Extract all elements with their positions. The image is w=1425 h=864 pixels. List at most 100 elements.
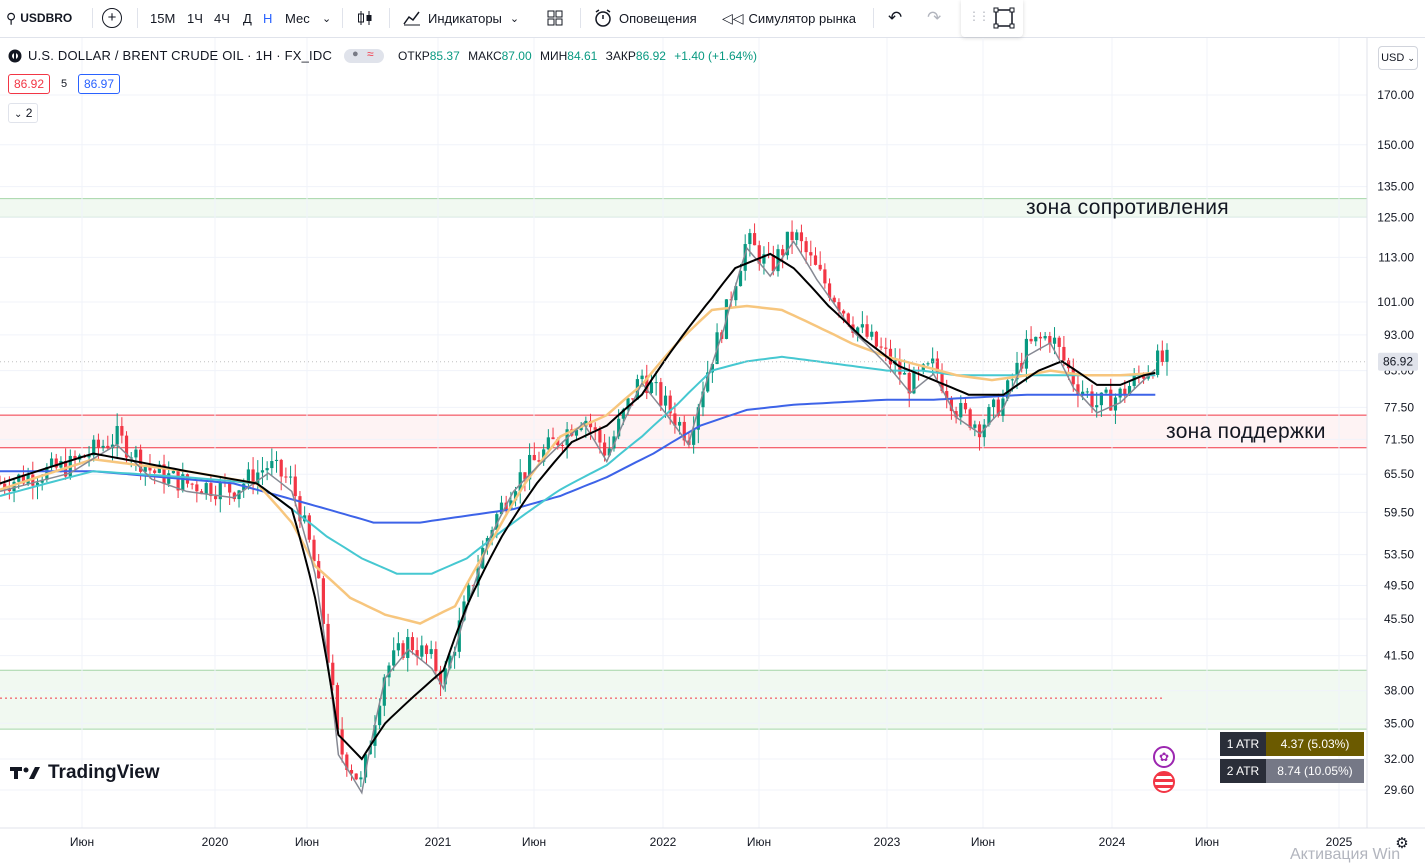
candle-body: [574, 430, 579, 436]
indicators-collapse-button[interactable]: ⌄ 2: [8, 103, 39, 123]
candle-body: [677, 421, 682, 426]
price-tick-label: 32.00: [1384, 752, 1414, 766]
candle-body: [293, 476, 297, 497]
candle-body: [420, 645, 424, 657]
symbol-search[interactable]: ⚲ USDBRO: [6, 0, 72, 36]
candle-body: [392, 650, 396, 666]
candle-body: [701, 391, 705, 408]
candle-body: [607, 448, 611, 456]
replay-button[interactable]: ◁◁ Симулятор рынка: [722, 0, 856, 36]
interval-month[interactable]: Мес: [285, 0, 310, 36]
interval-day[interactable]: Д: [243, 0, 252, 36]
price-tick-label: 170.00: [1377, 88, 1414, 102]
drag-handle-icon[interactable]: ⋮⋮: [968, 9, 990, 23]
lightning-icon[interactable]: ✿: [1153, 746, 1175, 768]
templates-button[interactable]: [546, 0, 564, 36]
candle-body: [139, 449, 143, 472]
tradingview-logo[interactable]: TradingView: [10, 762, 160, 784]
sell-price-button[interactable]: 86.92: [8, 74, 51, 94]
redo-button[interactable]: ↷: [927, 0, 941, 36]
bid-value: 86.92: [14, 77, 45, 91]
alerts-button[interactable]: Оповещения: [593, 0, 697, 36]
candle-body: [692, 429, 696, 445]
price-tick-label: 65.50: [1384, 467, 1414, 481]
candle-body: [321, 578, 325, 624]
wave-icon: ≈: [367, 46, 374, 61]
candle-body: [213, 496, 218, 500]
atr-label: 2 ATR: [1220, 759, 1266, 783]
candle-body: [415, 650, 419, 657]
chart-legend: U.S. DOLLAR / BRENT CRUDE OIL · 1Н · FX_…: [8, 46, 762, 63]
candle-body: [949, 398, 954, 412]
time-tick-label: Июн: [522, 835, 546, 849]
redo-icon: ↷: [927, 8, 942, 27]
candle-body: [874, 331, 879, 347]
candle-body: [1085, 391, 1089, 393]
interval-label: Д: [243, 10, 252, 26]
candle-body: [696, 407, 700, 430]
candle-body: [237, 490, 241, 500]
floating-toolbar: ⋮⋮: [961, 0, 1023, 37]
price-tick-label: 101.00: [1377, 295, 1414, 309]
candle-body: [396, 643, 400, 651]
candle-body: [748, 233, 752, 245]
candle-body: [345, 754, 349, 771]
undo-icon: ↶: [888, 8, 903, 27]
currency-button[interactable]: USD ⌄: [1378, 46, 1418, 70]
interval-1h[interactable]: 1Ч: [187, 0, 203, 36]
interval-label: 15М: [150, 10, 176, 26]
candle-body: [335, 685, 340, 730]
price-tick-label: 35.00: [1384, 716, 1414, 730]
settings-gear-icon[interactable]: ⚙: [1395, 835, 1408, 852]
candle-body: [434, 649, 438, 672]
candle-body: [870, 331, 874, 337]
price-chart[interactable]: 170.00 150.00 135.00 125.00 113.00 101.00 93.0…: [0, 38, 1425, 858]
visibility-toggle[interactable]: ● ≈: [344, 46, 385, 63]
indicators-button[interactable]: Индикаторы ⌄: [402, 0, 519, 36]
candle-body: [593, 427, 597, 430]
buy-price-button[interactable]: 86.97: [78, 74, 121, 94]
candle-body: [921, 364, 925, 372]
candle-body: [101, 445, 105, 448]
interval-4h[interactable]: 4Ч: [214, 0, 230, 36]
candle-body: [1156, 350, 1160, 375]
candle-body: [340, 729, 344, 755]
candle-body: [879, 346, 883, 348]
candle-body: [270, 461, 274, 469]
support-zone-label: зона поддержки: [1166, 420, 1326, 443]
candle-body: [401, 643, 405, 658]
candle-body: [1024, 338, 1028, 369]
candle-body: [907, 372, 911, 394]
toolbar-divider: [580, 8, 581, 28]
us-flag-icon[interactable]: [1153, 771, 1175, 793]
interval-dropdown[interactable]: ⌄: [322, 0, 331, 36]
candle-body: [382, 677, 386, 706]
candle-body: [1160, 350, 1164, 362]
currency-label: USD: [1381, 52, 1405, 64]
tradingview-logo-icon: [10, 767, 40, 779]
candle-body: [307, 515, 311, 540]
candle-body: [1118, 388, 1122, 398]
candle-body: [326, 623, 330, 663]
alarm-clock-icon: [595, 9, 611, 27]
candle-body: [818, 264, 822, 270]
candle-body: [598, 429, 602, 443]
interval-week[interactable]: Н: [263, 0, 272, 36]
toolbar-divider: [137, 8, 138, 28]
candle-body: [1099, 392, 1103, 406]
rectangle-tool-icon[interactable]: [993, 7, 1015, 29]
compare-button[interactable]: +: [102, 0, 122, 36]
candle-body: [959, 402, 963, 418]
time-tick-label: Июн: [971, 835, 995, 849]
ohlc-values: ОТКР85.37 МАКС87.00 МИН84.61 ЗАКР86.92 +…: [398, 49, 762, 63]
interval-15m[interactable]: 15М: [150, 0, 175, 36]
candle-body: [54, 458, 58, 468]
candle-body: [288, 476, 293, 478]
chart-type-button[interactable]: [356, 0, 374, 36]
candle-body: [846, 313, 850, 325]
candle-body: [931, 358, 935, 364]
candle-body: [265, 468, 269, 471]
candle-body: [1006, 380, 1010, 399]
undo-button[interactable]: ↶: [888, 0, 902, 36]
candle-body: [856, 327, 860, 334]
